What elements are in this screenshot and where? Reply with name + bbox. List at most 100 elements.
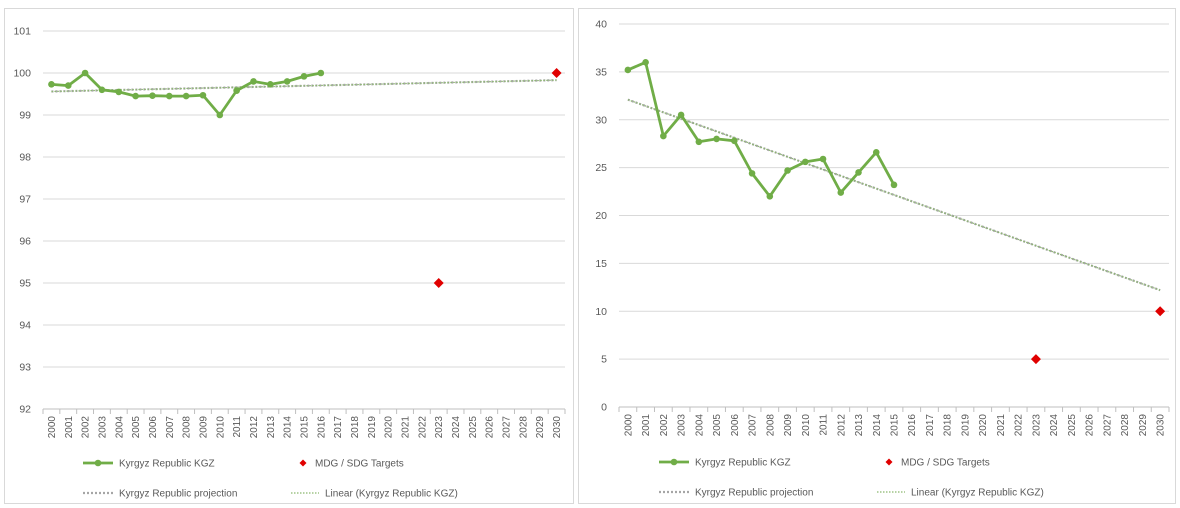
x-tick-label: 2006 [148, 416, 159, 439]
data-point-kgz [182, 92, 190, 100]
data-point-kgz [132, 92, 139, 100]
linear-trend-line [627, 99, 1161, 291]
legend-label: Kyrgyz Republic projection [119, 489, 237, 500]
data-point-kgz [731, 137, 738, 145]
x-tick-label: 2013 [266, 416, 277, 439]
x-tick-label: 2021 [401, 416, 412, 439]
x-tick-label: 2010 [801, 414, 812, 437]
data-point-kgz [872, 149, 880, 156]
data-point-kgz [890, 181, 898, 189]
x-tick-label: 2024 [1049, 414, 1060, 437]
chart-panel-left: 92 93 94 95 96 97 98 99 100 101 2000 2001 2002 2003 20… [4, 8, 574, 504]
x-tick-label: 2007 [165, 416, 176, 439]
x-tick-label: 2011 [232, 416, 243, 438]
data-point-kgz [250, 78, 257, 85]
data-point-kgz [677, 111, 685, 119]
data-point-kgz [283, 78, 291, 85]
x-tick-label: 2013 [854, 414, 865, 437]
x-tick-label: 2004 [114, 416, 125, 439]
data-point-kgz [165, 92, 173, 100]
x-tick-label: 2029 [1138, 414, 1149, 437]
y-tick-label: 98 [19, 152, 31, 164]
x-tick-label: 2019 [367, 416, 378, 439]
x-tick-label: 2017 [333, 416, 344, 439]
x-tick-label: 2020 [978, 414, 989, 437]
x-tick-label: 2005 [712, 414, 723, 437]
y-tick-label: 97 [19, 194, 31, 206]
x-tick-label: 2000 [47, 416, 58, 439]
data-point-kgz [642, 59, 649, 66]
x-tick-label: 2025 [468, 416, 479, 439]
x-tick-label: 2029 [535, 416, 546, 439]
x-tick-label: 2002 [659, 414, 670, 437]
x-tick-label: 2003 [97, 416, 108, 439]
data-point-kgz [81, 69, 89, 77]
y-tick-label: 15 [595, 258, 607, 270]
x-tick-label: 2006 [730, 414, 741, 437]
x-tick-label: 2026 [485, 416, 496, 439]
legend-label: Kyrgyz Republic projection [695, 488, 813, 499]
data-point-kgz [149, 92, 156, 99]
x-tick-label: 2021 [996, 414, 1007, 437]
x-tick-label: 2016 [316, 416, 327, 439]
data-point-kgz [784, 167, 791, 174]
legend-label: Linear (Kyrgyz Republic KGZ) [325, 489, 458, 500]
y-tick-label: 0 [601, 402, 607, 414]
x-tick-label: 2001 [641, 414, 652, 437]
x-tick-label: 2014 [872, 414, 883, 437]
x-tick-label: 2016 [907, 414, 918, 437]
x-tick-label: 2009 [198, 416, 209, 439]
x-tick-label: 2003 [677, 414, 688, 437]
data-point-kgz [624, 66, 632, 74]
x-tick-label: 2005 [131, 416, 142, 439]
legend-label: Kyrgyz Republic KGZ [695, 458, 791, 469]
y-tick-label: 20 [595, 210, 607, 222]
legend-label: Kyrgyz Republic KGZ [119, 459, 215, 470]
x-tick-label: 2011 [819, 414, 830, 436]
x-tick-label: 2012 [836, 414, 847, 437]
x-tick-label: 2009 [783, 414, 794, 437]
chart-left-svg: 92 93 94 95 96 97 98 99 100 101 2000 2001 2002 2003 20… [13, 26, 566, 500]
data-point-kgz [713, 135, 720, 143]
x-tick-label: 2015 [300, 416, 311, 439]
x-tick-label: 2023 [1031, 414, 1042, 437]
x-tick-label: 2017 [925, 414, 936, 437]
data-point-kgz [267, 81, 274, 88]
x-tick-label: 2027 [1102, 414, 1113, 437]
series-line-kgz [627, 60, 896, 198]
x-tick-label: 2007 [748, 414, 759, 437]
linear-trend-line [51, 79, 557, 93]
x-tick-label: 2020 [384, 416, 395, 439]
target-marker [1155, 306, 1166, 317]
y-tick-label: 99 [19, 110, 31, 122]
data-point-kgz [837, 189, 845, 196]
data-point-kgz [317, 69, 325, 77]
legend-marker-kgz [670, 458, 678, 466]
chart-panel-right: 0 5 10 15 20 25 30 35 40 2000 2001 2002 2003 2004 2005… [578, 8, 1176, 504]
x-tick-label: 2028 [518, 416, 529, 439]
legend-swatch-target [299, 459, 307, 467]
x-tick-label: 2002 [81, 416, 92, 439]
y-tick-label: 96 [19, 236, 31, 248]
data-point-kgz [98, 86, 106, 94]
legend-marker-kgz [94, 459, 102, 467]
y-tick-label: 25 [595, 162, 607, 174]
x-tick-label: 2018 [350, 416, 361, 439]
y-tick-label: 94 [19, 320, 31, 332]
x-tick-label: 2027 [502, 416, 513, 439]
legend-label: Linear (Kyrgyz Republic KGZ) [911, 488, 1044, 499]
x-tick-label: 2019 [960, 414, 971, 437]
x-tick-label: 2012 [249, 416, 260, 439]
x-tick-label: 2022 [417, 416, 428, 439]
data-point-kgz [115, 88, 123, 96]
data-point-kgz [801, 158, 809, 166]
y-tick-label: 100 [13, 68, 31, 80]
target-marker [1030, 354, 1041, 365]
legend-swatch-target [885, 458, 893, 466]
x-tick-label: 2008 [182, 416, 193, 439]
y-tick-label: 5 [601, 354, 607, 366]
x-tick-label: 2001 [64, 416, 75, 439]
data-point-kgz [748, 170, 756, 177]
data-point-kgz [216, 111, 224, 119]
x-tick-label: 2014 [283, 416, 294, 439]
